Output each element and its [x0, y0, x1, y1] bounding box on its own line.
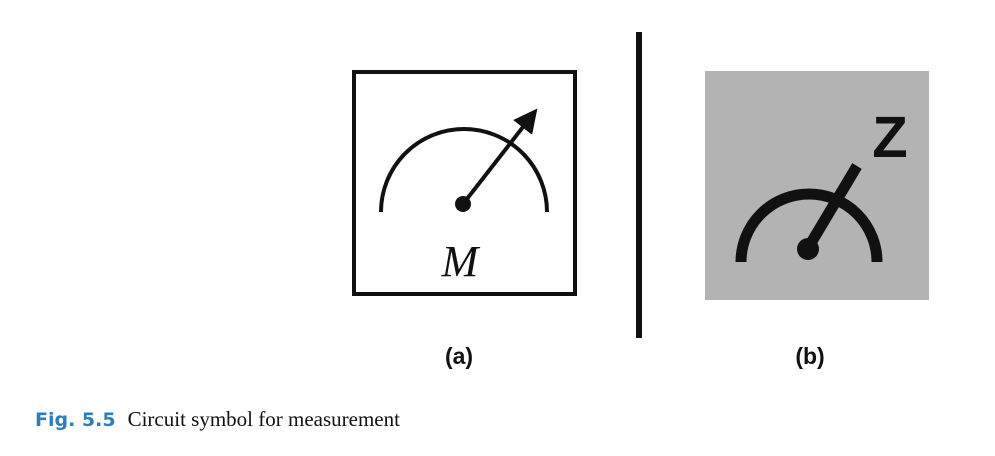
panel-b-label: (b) [795, 343, 825, 369]
meter-arc [379, 127, 549, 213]
gauge-pivot [797, 238, 819, 260]
meter-needle-arrow-icon [461, 108, 538, 206]
figure-number: Fig. 5.5 [35, 409, 116, 431]
symbol-letter-m: M [441, 237, 481, 286]
panel-a-box [352, 70, 577, 296]
gauge-arc [735, 188, 883, 263]
symbol-letter-z: Z [872, 105, 907, 170]
caption-text: Circuit symbol for measurement [127, 407, 400, 431]
panel-b-meter-symbol: Z [705, 71, 929, 300]
needle-pivot [455, 196, 471, 212]
gauge-needle [803, 163, 862, 251]
panel-a-meter-symbol: M [352, 70, 577, 296]
figure-caption: Fig. 5.5 Circuit symbol for measurement [35, 407, 400, 432]
panel-a-label: (a) [444, 343, 474, 369]
divider-line [636, 32, 642, 338]
